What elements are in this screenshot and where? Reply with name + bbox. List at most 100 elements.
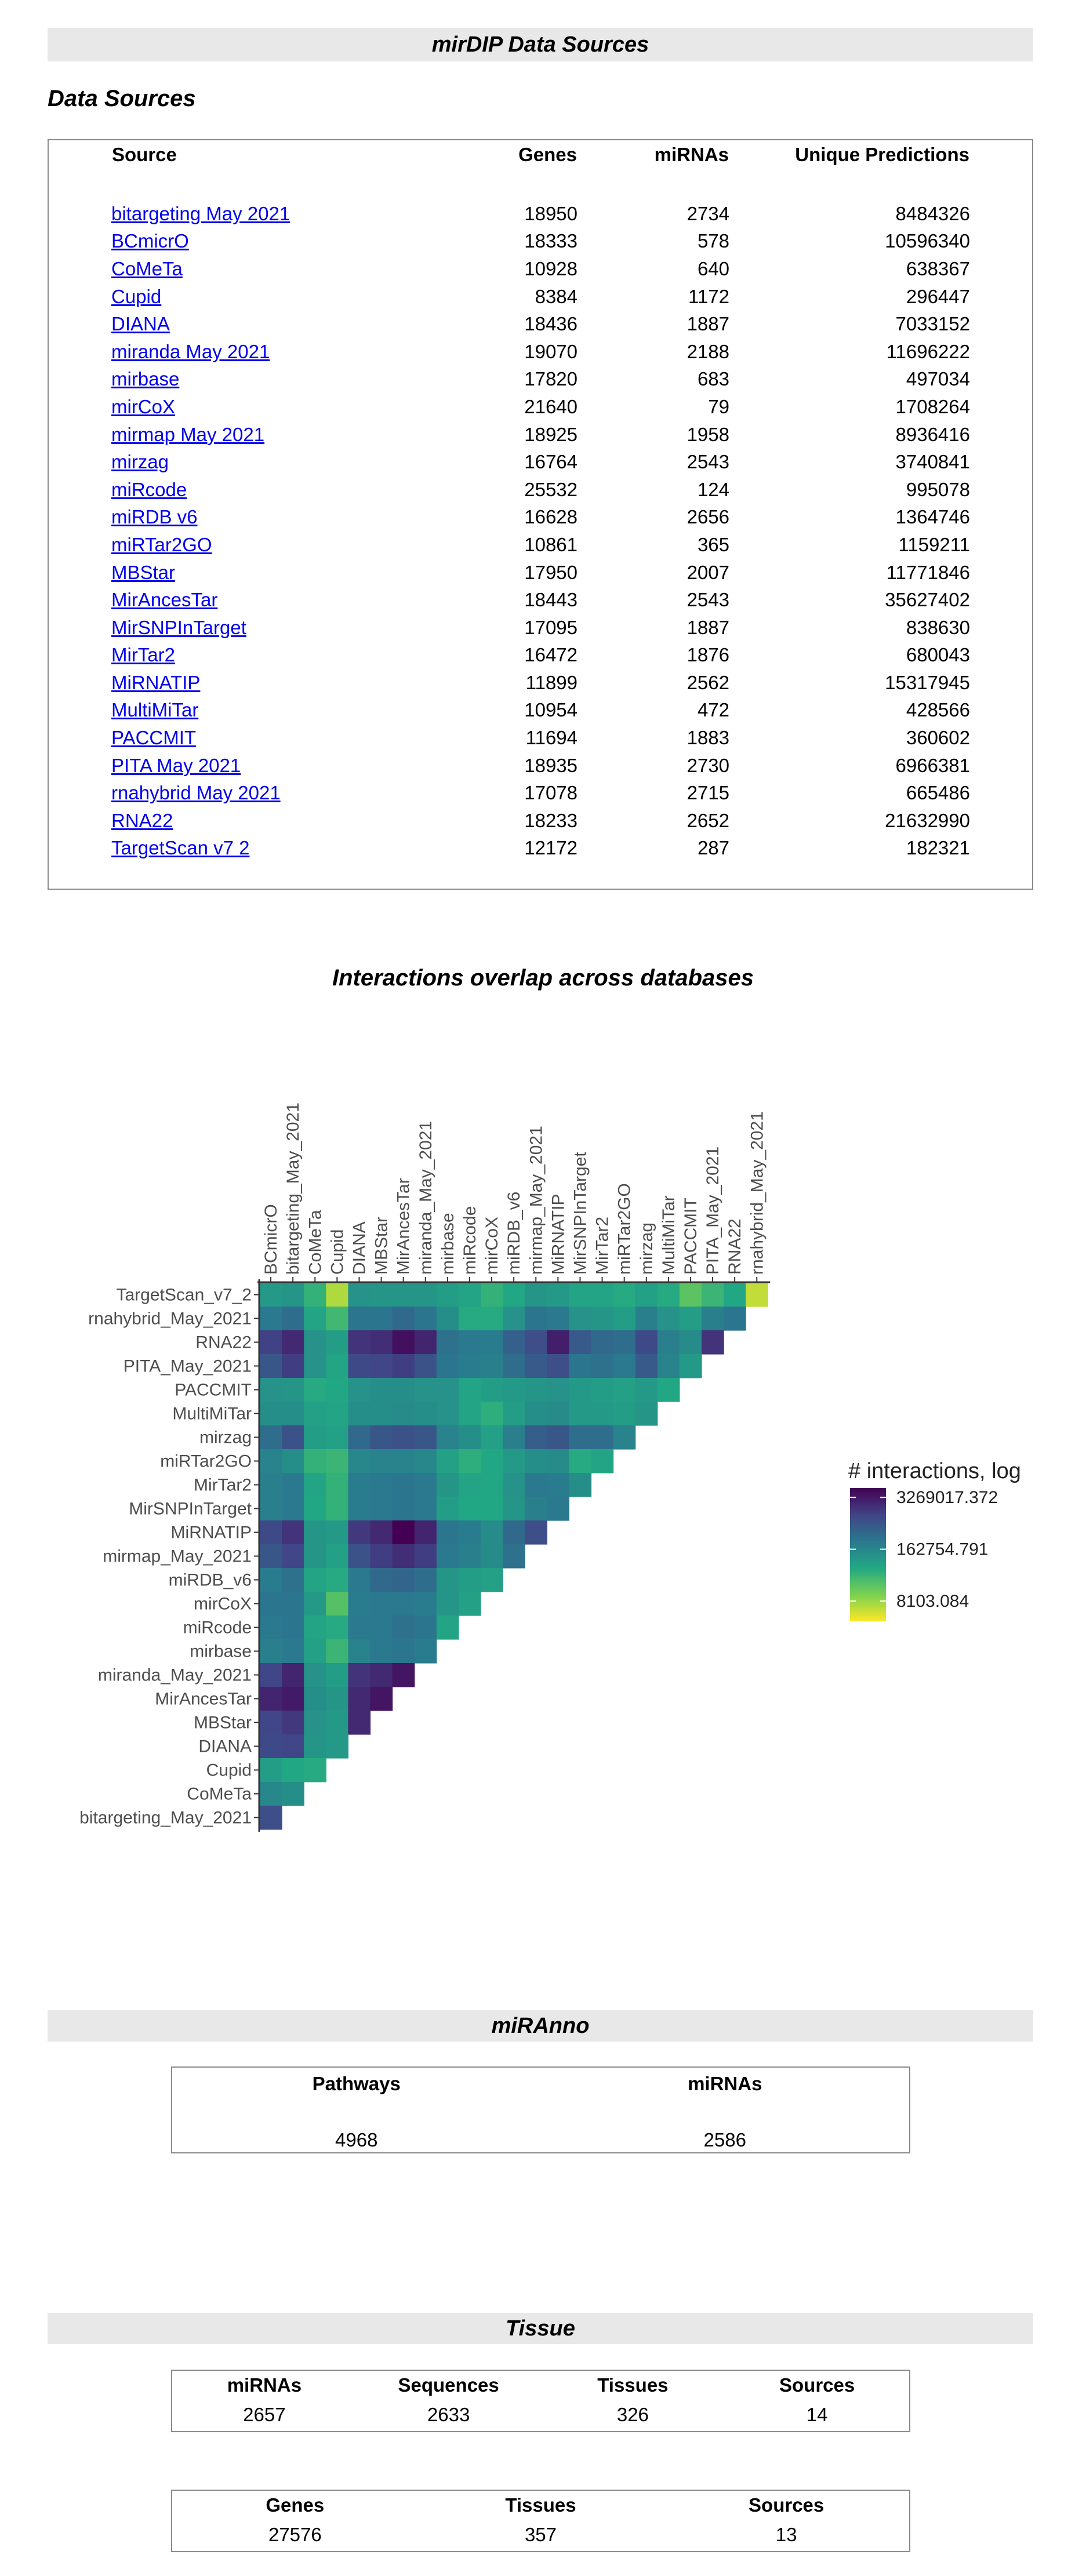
heatmap-cell: [481, 1425, 503, 1450]
source-link[interactable]: miRTar2GO: [111, 533, 212, 555]
heatmap-cell: [569, 1307, 592, 1331]
source-link[interactable]: BCmicrO: [111, 230, 189, 252]
heatmap-cell: [348, 1687, 371, 1711]
y-tick-label: MirTar2: [194, 1476, 252, 1495]
heatmap-cell: [414, 1544, 437, 1569]
heatmap-cell: [569, 1378, 592, 1402]
heatmap-cell: [436, 1616, 459, 1640]
source-link[interactable]: bitargeting May 2021: [111, 202, 290, 224]
source-link[interactable]: miRDB v6: [111, 506, 198, 528]
heatmap-cell: [503, 1544, 525, 1569]
source-link[interactable]: MirSNPInTarget: [111, 616, 246, 638]
source-link[interactable]: MBStar: [111, 561, 176, 583]
source-link[interactable]: MirTar2: [111, 644, 176, 666]
source-link[interactable]: miRcode: [111, 478, 187, 500]
source-cell: MBStar: [111, 559, 437, 587]
unique-predictions-cell: 15317945: [885, 671, 970, 693]
heatmap-cell: [657, 1330, 680, 1355]
table-cell: 4968: [335, 2129, 378, 2151]
source-link[interactable]: mirCoX: [111, 395, 176, 417]
heatmap-cell: [635, 1283, 658, 1307]
heatmap-cell: [370, 1354, 393, 1378]
heatmap-cell: [569, 1449, 592, 1473]
genes-cell: 12172: [524, 837, 577, 859]
source-link[interactable]: mirmap May 2021: [111, 423, 265, 445]
heatmap-cell: [458, 1330, 481, 1355]
source-link[interactable]: mirbase: [111, 368, 180, 390]
column-header-mirnas: miRNAs: [688, 2072, 762, 2094]
genes-cell: 18436: [524, 313, 577, 335]
source-link[interactable]: Cupid: [111, 285, 162, 307]
mirnas-cell: 365: [697, 533, 729, 555]
heatmap-cell: [613, 1307, 636, 1331]
heatmap-cell: [282, 1520, 304, 1545]
heatmap-cell: [326, 1663, 348, 1687]
source-link[interactable]: TargetScan v7 2: [111, 837, 250, 859]
mirnas-cell: 2656: [687, 506, 729, 528]
heatmap-cell: [282, 1354, 304, 1378]
source-link[interactable]: mirzag: [111, 451, 169, 473]
heatmap-cell: [702, 1283, 724, 1307]
column-header-tissues: Tissues: [505, 2494, 576, 2516]
y-tick-label: MirSNPInTarget: [129, 1500, 252, 1519]
heatmap-cell: [591, 1378, 614, 1402]
heatmap-cell: [282, 1473, 304, 1497]
x-tick-label: mirbase: [438, 1213, 457, 1275]
source-cell: mirzag: [111, 448, 437, 476]
genes-cell: 18950: [524, 202, 577, 224]
heatmap-cell: [458, 1283, 481, 1307]
heatmap-cell: [525, 1402, 547, 1426]
source-link[interactable]: CoMeTa: [111, 257, 183, 279]
source-link[interactable]: PACCMIT: [111, 727, 197, 749]
heatmap-cell: [282, 1758, 304, 1782]
heatmap-cell: [326, 1639, 348, 1664]
y-tick-label: MirAncesTar: [155, 1690, 252, 1709]
column-header-sources: Sources: [749, 2494, 825, 2516]
heatmap-cell: [746, 1283, 768, 1307]
source-link[interactable]: MirAncesTar: [111, 589, 218, 611]
heatmap-cell: [260, 1663, 282, 1687]
source-link[interactable]: miranda May 2021: [111, 340, 270, 362]
heatmap-cell: [436, 1330, 459, 1355]
data-sources-table: Source Genes miRNAs Unique Predictions b…: [111, 144, 970, 862]
table-row: mirCoX 21640 79 1708264: [111, 393, 970, 421]
genes-cell: 11694: [525, 727, 577, 749]
heatmap-cell: [348, 1378, 371, 1402]
source-link[interactable]: DIANA: [111, 313, 170, 335]
heatmap-cell: [370, 1283, 393, 1307]
table-row: miranda May 2021 19070 2188 11696222: [111, 338, 970, 366]
heatmap-cell: [547, 1283, 569, 1307]
heatmap-cell: [414, 1616, 437, 1640]
heatmap-cell: [414, 1639, 437, 1664]
heatmap-cell: [414, 1520, 437, 1545]
table-cell: 2657: [243, 2404, 286, 2425]
column-header-sources: Sources: [779, 2374, 855, 2396]
x-tick-label: mirzag: [637, 1222, 656, 1275]
source-link[interactable]: rnahybrid May 2021: [111, 782, 281, 804]
table-cell: 357: [524, 2524, 557, 2545]
unique-predictions-cell: 35627402: [885, 589, 970, 611]
heatmap-cell: [481, 1544, 503, 1569]
heatmap-cell: [481, 1378, 503, 1402]
heatmap-cell: [260, 1497, 282, 1521]
source-cell: Cupid: [111, 283, 437, 311]
heatmap-cell: [392, 1307, 415, 1331]
heatmap-cell: [282, 1497, 304, 1521]
heatmap-cell: [370, 1473, 393, 1497]
column-header-unique-predictions: Unique Predictions: [795, 144, 969, 165]
mirnas-cell: 1958: [687, 423, 729, 445]
source-link[interactable]: RNA22: [111, 809, 173, 831]
heatmap-cell: [458, 1520, 481, 1545]
source-link[interactable]: MultiMiTar: [111, 699, 199, 721]
heatmap-cell: [304, 1330, 326, 1355]
heatmap-cell: [370, 1425, 393, 1450]
y-tick-label: MiRNATIP: [171, 1523, 252, 1542]
source-link[interactable]: PITA May 2021: [111, 754, 241, 776]
heatmap-cell: [503, 1449, 525, 1473]
source-cell: MirTar2: [111, 642, 437, 670]
heatmap-cell: [503, 1520, 525, 1545]
column-header-genes: Genes: [266, 2494, 325, 2516]
source-link[interactable]: MiRNATIP: [111, 671, 201, 693]
heatmap-cell: [392, 1449, 415, 1473]
unique-predictions-cell: 21632990: [885, 809, 970, 831]
